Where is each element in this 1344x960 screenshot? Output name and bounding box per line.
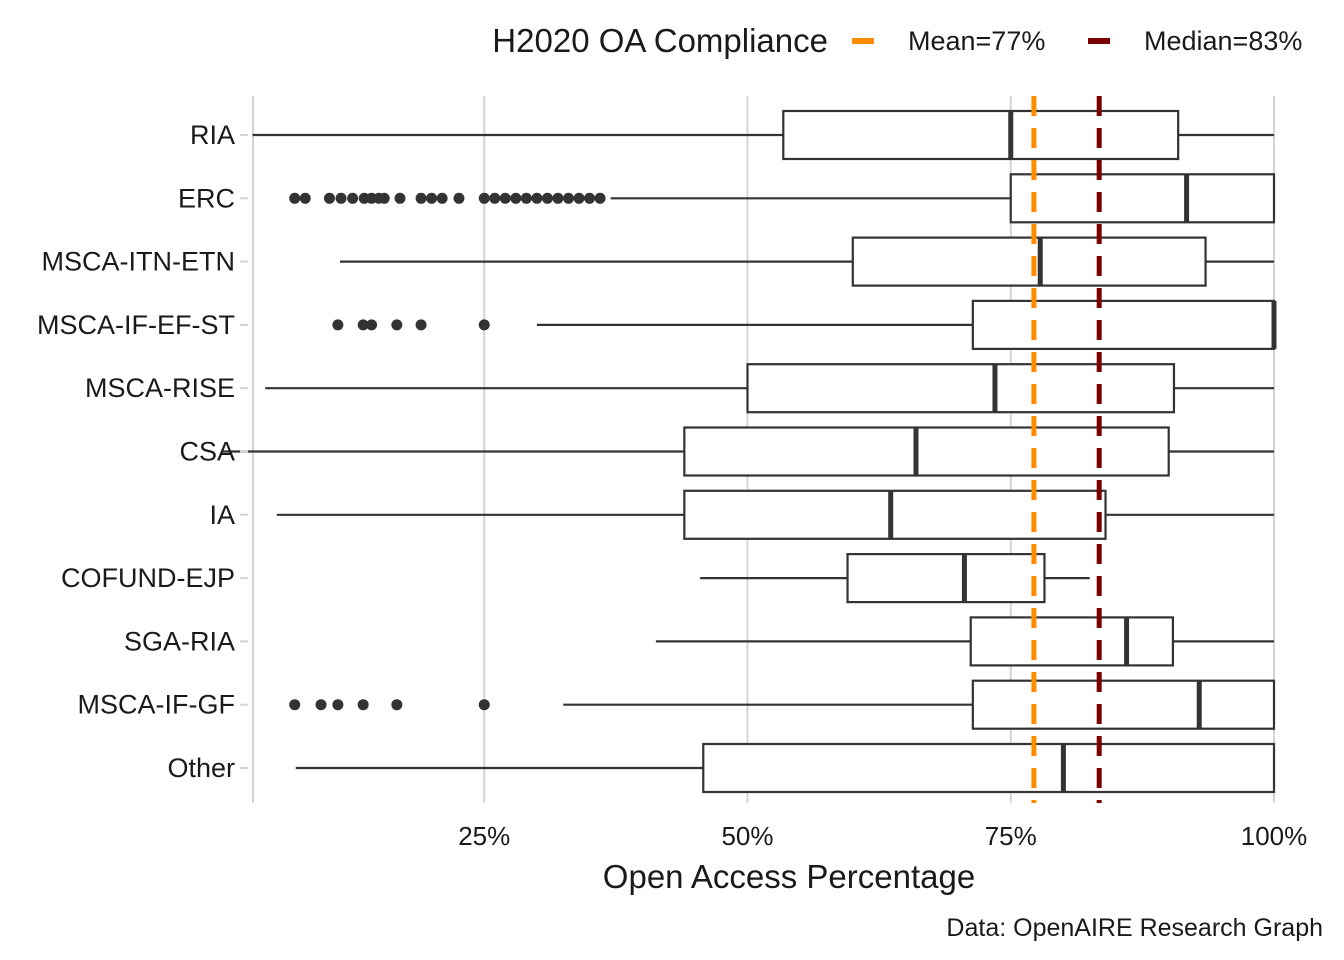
outlier-point — [332, 699, 344, 711]
category-label: MSCA-IF-EF-ST — [37, 310, 235, 340]
box-msca-rise — [265, 363, 1274, 414]
box-sga-ria — [655, 616, 1274, 667]
outlier-point — [573, 192, 585, 204]
box-iqr — [683, 489, 1107, 540]
outlier-point — [436, 192, 448, 204]
legend-label: Median=83% — [1144, 26, 1302, 56]
category-label: MSCA-RISE — [85, 373, 235, 403]
box-iqr — [969, 616, 1175, 667]
x-tick-labels: 25% 50% 75% 100% — [458, 821, 1307, 851]
box-msca-itn-etn — [339, 236, 1274, 287]
x-tick-label: 75% — [985, 821, 1037, 851]
outlier-point — [335, 192, 347, 204]
category-label: SGA-RIA — [124, 626, 235, 656]
box-iqr — [702, 742, 1276, 794]
box-other — [295, 742, 1276, 794]
outlier-point — [552, 192, 564, 204]
box-iqr — [971, 299, 1276, 350]
outlier-point — [531, 192, 543, 204]
box-iqr — [1009, 173, 1276, 224]
legend-label: Mean=77% — [908, 26, 1045, 56]
outlier-point — [357, 319, 369, 331]
category-label: RIA — [190, 120, 235, 150]
outlier-point — [584, 192, 596, 204]
box-iqr — [971, 679, 1276, 730]
category-label: MSCA-ITN-ETN — [42, 247, 235, 277]
outlier-point — [594, 192, 606, 204]
box-iqr — [683, 426, 1170, 477]
box-cofund-ejp — [700, 552, 1090, 604]
category-label: IA — [209, 500, 235, 530]
outlier-point — [415, 319, 427, 331]
box-msca-if-gf — [289, 679, 1276, 730]
x-tick-label: 100% — [1241, 821, 1308, 851]
outlier-point — [394, 192, 406, 204]
category-label: MSCA-IF-GF — [78, 690, 235, 720]
outlier-point — [562, 192, 574, 204]
outlier-point — [510, 192, 522, 204]
outlier-point — [541, 192, 553, 204]
legend-title: H2020 OA Compliance — [492, 22, 828, 59]
category-label: ERC — [178, 183, 235, 213]
outlier-point — [366, 319, 378, 331]
box-iqr — [851, 236, 1207, 287]
category-label: Other — [167, 753, 235, 783]
box-erc — [289, 173, 1276, 224]
outlier-point — [499, 192, 511, 204]
outlier-point — [323, 192, 335, 204]
outlier-point — [478, 319, 490, 331]
x-tick-label: 25% — [458, 821, 510, 851]
box-csa — [221, 426, 1274, 477]
box-ia — [276, 489, 1274, 540]
outlier-point — [289, 699, 301, 711]
chart-caption: Data: OpenAIRE Research Graph — [946, 914, 1323, 942]
box-msca-if-ef-st — [332, 299, 1277, 350]
outlier-point — [478, 699, 490, 711]
reference-lines — [1031, 96, 1102, 803]
x-axis-title: Open Access Percentage — [603, 858, 975, 895]
outlier-point — [357, 699, 369, 711]
category-label: COFUND-EJP — [61, 563, 235, 593]
x-tick-label: 50% — [721, 821, 773, 851]
outlier-point — [347, 192, 359, 204]
boxes — [221, 109, 1277, 794]
box-iqr — [746, 363, 1176, 414]
category-labels: RIA ERC MSCA-ITN-ETN MSCA-IF-EF-ST MSCA-RISE… — [37, 120, 248, 783]
outlier-point — [415, 192, 427, 204]
legend: H2020 OA Compliance Mean=77% Median=83% — [492, 22, 1302, 59]
outlier-point — [453, 192, 465, 204]
outlier-point — [378, 192, 390, 204]
outlier-point — [299, 192, 311, 204]
outlier-point — [391, 699, 403, 711]
outlier-point — [289, 192, 301, 204]
outlier-point — [332, 319, 344, 331]
outlier-point — [489, 192, 501, 204]
outlier-point — [315, 699, 327, 711]
box-iqr — [782, 109, 1180, 161]
outlier-point — [478, 192, 490, 204]
box-iqr — [846, 552, 1046, 604]
category-label: CSA — [179, 437, 235, 467]
outlier-point — [391, 319, 403, 331]
box-ria — [252, 109, 1274, 161]
outlier-point — [520, 192, 532, 204]
outlier-point — [426, 192, 438, 204]
